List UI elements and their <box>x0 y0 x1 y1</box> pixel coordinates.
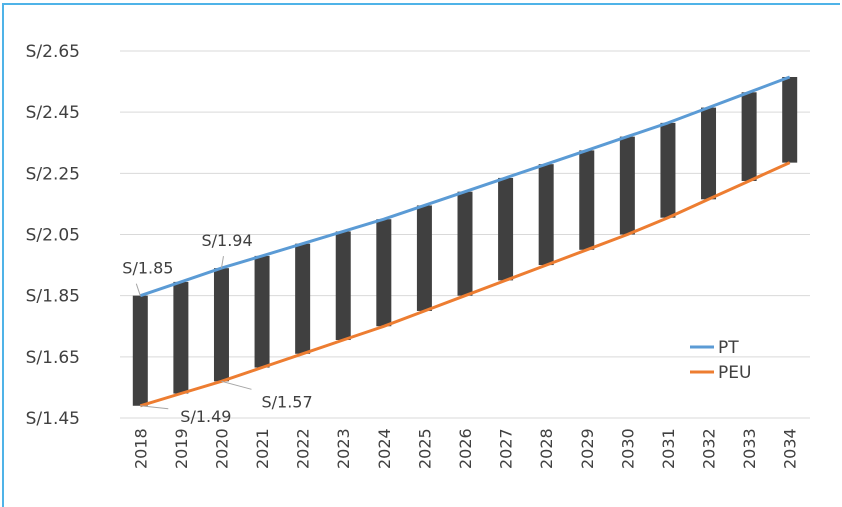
gap-bar <box>619 136 635 235</box>
gap-bar <box>457 191 473 296</box>
series-line-peu <box>139 161 791 408</box>
x-tick-label: 2019 <box>172 428 191 469</box>
series-lines <box>139 75 791 408</box>
gap-bar <box>660 122 676 218</box>
x-tick-label: 2034 <box>781 428 800 469</box>
x-tick-label: 2026 <box>456 428 475 469</box>
x-tick-label: 2021 <box>253 428 272 469</box>
gap-bar <box>376 219 392 327</box>
x-tick-label: 2025 <box>415 428 434 469</box>
annotation-leader <box>135 283 141 296</box>
gap-bar <box>213 268 229 382</box>
y-tick-label: S/1.45 <box>26 409 80 429</box>
gap-bar <box>579 150 595 250</box>
x-tick-label: 2020 <box>212 428 231 469</box>
data-annotations: S/1.85 S/1.94 S/1.57 S/1.49 <box>122 231 312 426</box>
annotation-label: S/1.85 <box>122 259 173 278</box>
gap-bar <box>741 92 757 181</box>
x-tick-label: 2024 <box>375 428 394 469</box>
x-tick-label: 2032 <box>700 428 719 469</box>
legend: PT PEU <box>690 338 751 383</box>
annotation-label: S/1.49 <box>180 407 231 426</box>
x-tick-label: 2031 <box>659 428 678 469</box>
x-tick-label: 2018 <box>131 428 150 469</box>
gap-bar <box>254 255 270 368</box>
y-tick-label: S/2.65 <box>26 42 80 62</box>
annotation-leader <box>140 405 169 410</box>
x-tick-label: 2029 <box>578 428 597 469</box>
gap-bar <box>498 177 514 281</box>
gap-bar <box>416 205 432 311</box>
y-tick-label: S/1.85 <box>26 287 80 307</box>
x-tick-label: 2023 <box>334 428 353 469</box>
x-tick-label: 2033 <box>740 428 759 469</box>
y-tick-label: S/2.05 <box>26 226 80 246</box>
frame-top-border <box>2 3 840 5</box>
legend-label-pt: PT <box>718 338 739 358</box>
gap-bar <box>173 281 189 394</box>
series-line-pt <box>139 75 791 298</box>
y-tick-label: S/1.65 <box>26 348 80 368</box>
gap-bar <box>782 76 798 163</box>
annotation-label: S/1.94 <box>201 231 252 250</box>
x-tick-label: 2027 <box>497 428 516 469</box>
y-tick-label: S/2.45 <box>26 103 80 123</box>
legend-label-peu: PEU <box>718 363 751 383</box>
gap-bar <box>295 243 311 354</box>
x-tick-label: 2028 <box>537 428 556 469</box>
x-tick-label: 2022 <box>294 428 313 469</box>
annotation-leader <box>221 380 252 390</box>
x-axis-tick-labels: 2018 2019 2020 2021 2022 2023 2024 2025 2026 2027… <box>131 428 799 469</box>
gap-bar <box>132 295 148 406</box>
gap-bar <box>335 231 351 341</box>
frame-left-border <box>2 3 4 507</box>
y-tick-label: S/2.25 <box>26 164 80 184</box>
gap-bar <box>538 164 554 266</box>
annotation-leader <box>220 256 224 269</box>
y-axis-tick-labels: S/1.45 S/1.65 S/1.85 S/2.05 S/2.25 S/2.45 S/2.… <box>26 42 80 429</box>
annotation-label: S/1.57 <box>261 392 312 411</box>
gap-bar <box>701 107 717 200</box>
x-tick-label: 2030 <box>618 428 637 469</box>
gap-bars <box>132 76 798 406</box>
